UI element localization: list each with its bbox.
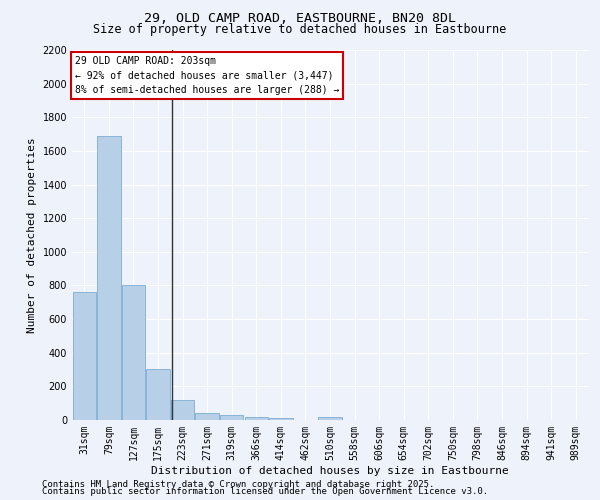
Text: Contains public sector information licensed under the Open Government Licence v3: Contains public sector information licen… xyxy=(42,488,488,496)
Bar xyxy=(319,418,341,420)
Text: Contains HM Land Registry data © Crown copyright and database right 2025.: Contains HM Land Registry data © Crown c… xyxy=(42,480,434,489)
Bar xyxy=(196,414,219,420)
Bar xyxy=(97,136,121,420)
X-axis label: Distribution of detached houses by size in Eastbourne: Distribution of detached houses by size … xyxy=(151,466,509,475)
Text: 29 OLD CAMP ROAD: 203sqm
← 92% of detached houses are smaller (3,447)
8% of semi: 29 OLD CAMP ROAD: 203sqm ← 92% of detach… xyxy=(74,56,339,95)
Bar xyxy=(245,416,268,420)
Bar xyxy=(269,418,293,420)
Bar xyxy=(171,400,194,420)
Bar xyxy=(146,368,170,420)
Text: Size of property relative to detached houses in Eastbourne: Size of property relative to detached ho… xyxy=(94,22,506,36)
Text: 29, OLD CAMP ROAD, EASTBOURNE, BN20 8DL: 29, OLD CAMP ROAD, EASTBOURNE, BN20 8DL xyxy=(144,12,456,26)
Bar xyxy=(220,415,244,420)
Y-axis label: Number of detached properties: Number of detached properties xyxy=(27,137,37,333)
Bar xyxy=(122,286,145,420)
Bar xyxy=(73,292,96,420)
